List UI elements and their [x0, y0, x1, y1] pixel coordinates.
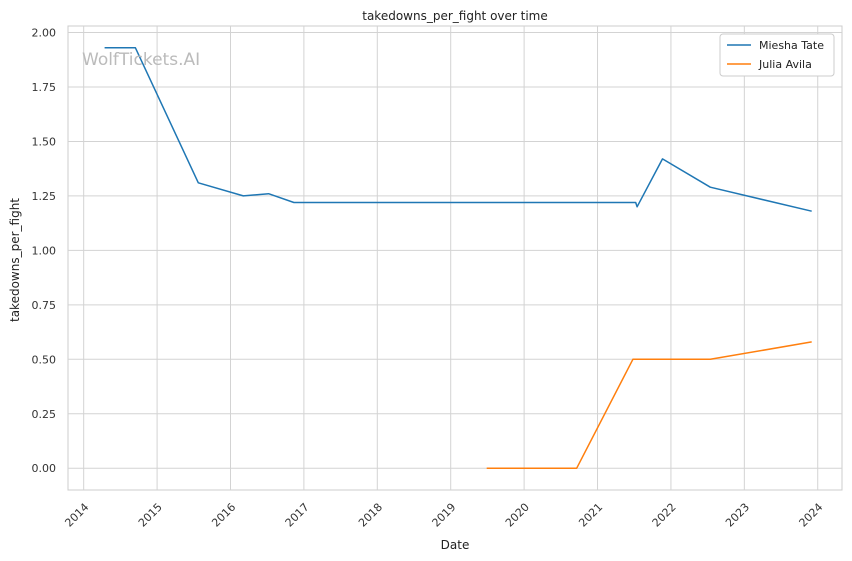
x-axis-label: Date — [441, 538, 470, 552]
data-point-miesha-tate — [104, 47, 106, 49]
y-axis-label: takedowns_per_fight — [8, 198, 22, 322]
watermark: WolfTickets.AI — [82, 50, 200, 70]
data-point-miesha-tate — [662, 158, 664, 160]
data-point-julia-avila — [576, 467, 578, 469]
legend-label-julia-avila: Julia Avila — [758, 58, 812, 71]
y-tick-label: 1.50 — [32, 135, 57, 148]
y-tick-label: 0.75 — [32, 299, 57, 312]
y-tick-label: 0.25 — [32, 408, 57, 421]
series-line-miesha-tate — [104, 47, 812, 212]
series-layer — [104, 47, 813, 469]
data-point-miesha-tate — [243, 195, 245, 197]
series-line-julia-avila — [486, 341, 812, 469]
legend: Miesha Tate Julia Avila — [719, 33, 835, 77]
chart-title: takedowns_per_fight over time — [362, 9, 548, 23]
y-tick-label: 1.25 — [32, 190, 57, 203]
y-tick-label: 0.00 — [32, 462, 57, 475]
x-tick-label: 2023 — [723, 501, 752, 530]
y-tick-label: 1.00 — [32, 244, 57, 257]
x-tick-label: 2019 — [429, 501, 458, 530]
y-tick-label: 2.00 — [32, 27, 57, 40]
data-point-miesha-tate — [293, 202, 295, 204]
x-tick-label: 2018 — [356, 501, 385, 530]
x-tick-label: 2021 — [576, 501, 605, 530]
data-point-miesha-tate — [635, 202, 637, 204]
data-point-miesha-tate — [811, 210, 813, 212]
data-point-miesha-tate — [710, 186, 712, 188]
x-tick-label: 2022 — [650, 501, 679, 530]
data-point-miesha-tate — [268, 193, 270, 195]
x-tick-label: 2015 — [136, 501, 165, 530]
y-tick-label: 1.75 — [32, 81, 57, 94]
data-point-julia-avila — [710, 358, 712, 360]
data-point-julia-avila — [486, 467, 488, 469]
x-tick-label: 2024 — [797, 501, 826, 530]
x-tick-label: 2020 — [503, 501, 532, 530]
x-tick-labels: 2014 2015 2016 2017 2018 2019 2020 2021 2022 2023… — [62, 501, 825, 530]
x-tick-label: 2017 — [283, 501, 312, 530]
legend-label-miesha-tate: Miesha Tate — [759, 39, 824, 52]
data-point-miesha-tate — [135, 47, 137, 49]
data-point-julia-avila — [632, 358, 634, 360]
x-tick-label: 2014 — [62, 501, 91, 530]
x-tick-label: 2016 — [209, 501, 238, 530]
data-point-miesha-tate — [636, 206, 638, 208]
data-point-julia-avila — [811, 341, 813, 343]
y-tick-labels: 0.00 0.25 0.50 0.75 1.00 1.25 1.50 1.75 2.00 — [32, 27, 57, 476]
plot-area — [67, 25, 843, 491]
data-point-miesha-tate — [198, 182, 200, 184]
y-tick-label: 0.50 — [32, 353, 57, 366]
